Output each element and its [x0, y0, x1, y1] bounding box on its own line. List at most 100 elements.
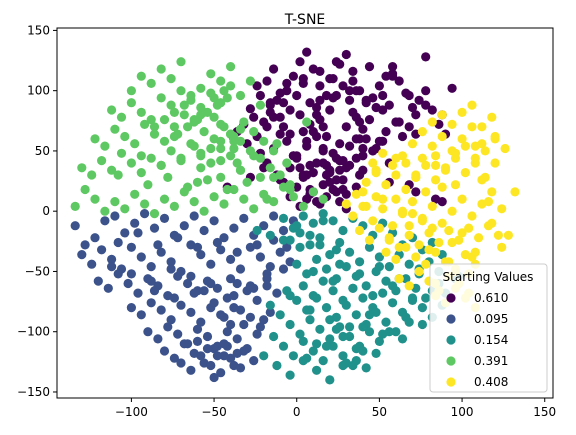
scatter-point	[146, 115, 156, 125]
scatter-point	[298, 74, 308, 84]
scatter-point	[173, 329, 183, 339]
scatter-point	[126, 158, 136, 168]
scatter-point	[140, 199, 150, 209]
scatter-point	[219, 86, 229, 96]
scatter-point	[457, 228, 467, 238]
scatter-point	[169, 107, 179, 117]
scatter-point	[146, 78, 156, 88]
scatter-point	[321, 264, 332, 274]
scatter-point	[401, 274, 411, 284]
scatter-point	[358, 151, 368, 161]
scatter-point	[460, 141, 470, 151]
x-tick-label: 50	[372, 405, 387, 419]
scatter-point	[249, 204, 259, 214]
scatter-point	[391, 170, 401, 180]
scatter-point	[176, 57, 186, 67]
scatter-point	[305, 305, 315, 315]
y-tick-label: 100	[27, 84, 50, 98]
scatter-point	[364, 327, 375, 337]
scatter-point	[305, 240, 315, 250]
scatter-point	[374, 223, 384, 233]
scatter-point	[169, 122, 179, 132]
scatter-point	[487, 218, 497, 228]
scatter-point	[189, 288, 199, 298]
scatter-point	[226, 254, 236, 264]
scatter-point	[209, 216, 219, 226]
scatter-point	[126, 303, 136, 313]
scatter-point	[394, 76, 404, 86]
scatter-point	[226, 319, 236, 330]
y-tick-label: 150	[27, 23, 50, 37]
scatter-point	[401, 242, 411, 252]
x-tick-label: 0	[293, 405, 301, 419]
scatter-point	[295, 242, 305, 252]
scatter-point	[252, 225, 262, 236]
scatter-point	[163, 172, 173, 182]
legend-label: 0.408	[474, 375, 508, 389]
scatter-point	[113, 237, 123, 248]
scatter-point	[259, 221, 269, 231]
scatter-point	[133, 228, 143, 238]
scatter-point	[206, 158, 216, 168]
scatter-point	[275, 310, 285, 320]
scatter-point	[130, 139, 140, 149]
scatter-point	[199, 127, 209, 137]
scatter-point	[255, 322, 265, 332]
scatter-point	[136, 168, 146, 178]
scatter-point	[364, 310, 375, 320]
scatter-point	[315, 240, 325, 250]
scatter-point	[318, 356, 328, 366]
scatter-point	[427, 201, 437, 211]
scatter-point	[384, 100, 394, 110]
legend-title: Starting Values	[443, 270, 534, 284]
scatter-point	[328, 341, 338, 351]
scatter-point	[166, 257, 176, 267]
scatter-point	[394, 242, 404, 252]
scatter-point	[298, 336, 308, 346]
scatter-point	[259, 136, 269, 146]
scatter-point	[265, 163, 275, 173]
scatter-point	[120, 204, 130, 214]
scatter-point	[414, 240, 424, 250]
scatter-point	[196, 83, 206, 93]
scatter-point	[308, 266, 318, 277]
scatter-point	[136, 71, 146, 81]
scatter-point	[421, 160, 431, 170]
scatter-point	[265, 100, 275, 110]
scatter-point	[196, 163, 206, 173]
scatter-point	[318, 194, 328, 204]
scatter-point	[252, 81, 262, 91]
scatter-point	[259, 351, 269, 361]
scatter-point	[275, 247, 285, 257]
scatter-point	[391, 153, 401, 163]
scatter-point	[321, 303, 332, 313]
scatter-point	[348, 211, 358, 221]
scatter-point	[292, 259, 302, 269]
scatter-point	[107, 165, 117, 175]
scatter-point	[199, 206, 209, 216]
scatter-point	[437, 110, 447, 120]
scatter-point	[176, 86, 186, 96]
scatter-point	[397, 206, 408, 216]
scatter-point	[295, 329, 305, 339]
scatter-point	[140, 209, 150, 219]
scatter-point	[226, 151, 236, 161]
scatter-point	[130, 189, 140, 199]
scatter-point	[110, 124, 120, 134]
scatter-point	[239, 194, 249, 204]
scatter-point	[470, 247, 480, 257]
scatter-point	[159, 213, 170, 223]
scatter-point	[325, 250, 335, 260]
scatter-point	[335, 259, 345, 269]
scatter-point	[216, 172, 226, 182]
scatter-point	[364, 115, 375, 125]
scatter-point	[302, 194, 312, 204]
scatter-point	[298, 211, 308, 221]
scatter-point	[255, 252, 265, 262]
scatter-point	[146, 153, 156, 163]
scatter-point	[414, 266, 424, 277]
scatter-point	[179, 110, 189, 120]
scatter-point	[288, 71, 298, 81]
scatter-point	[460, 168, 470, 178]
scatter-point	[232, 158, 242, 168]
